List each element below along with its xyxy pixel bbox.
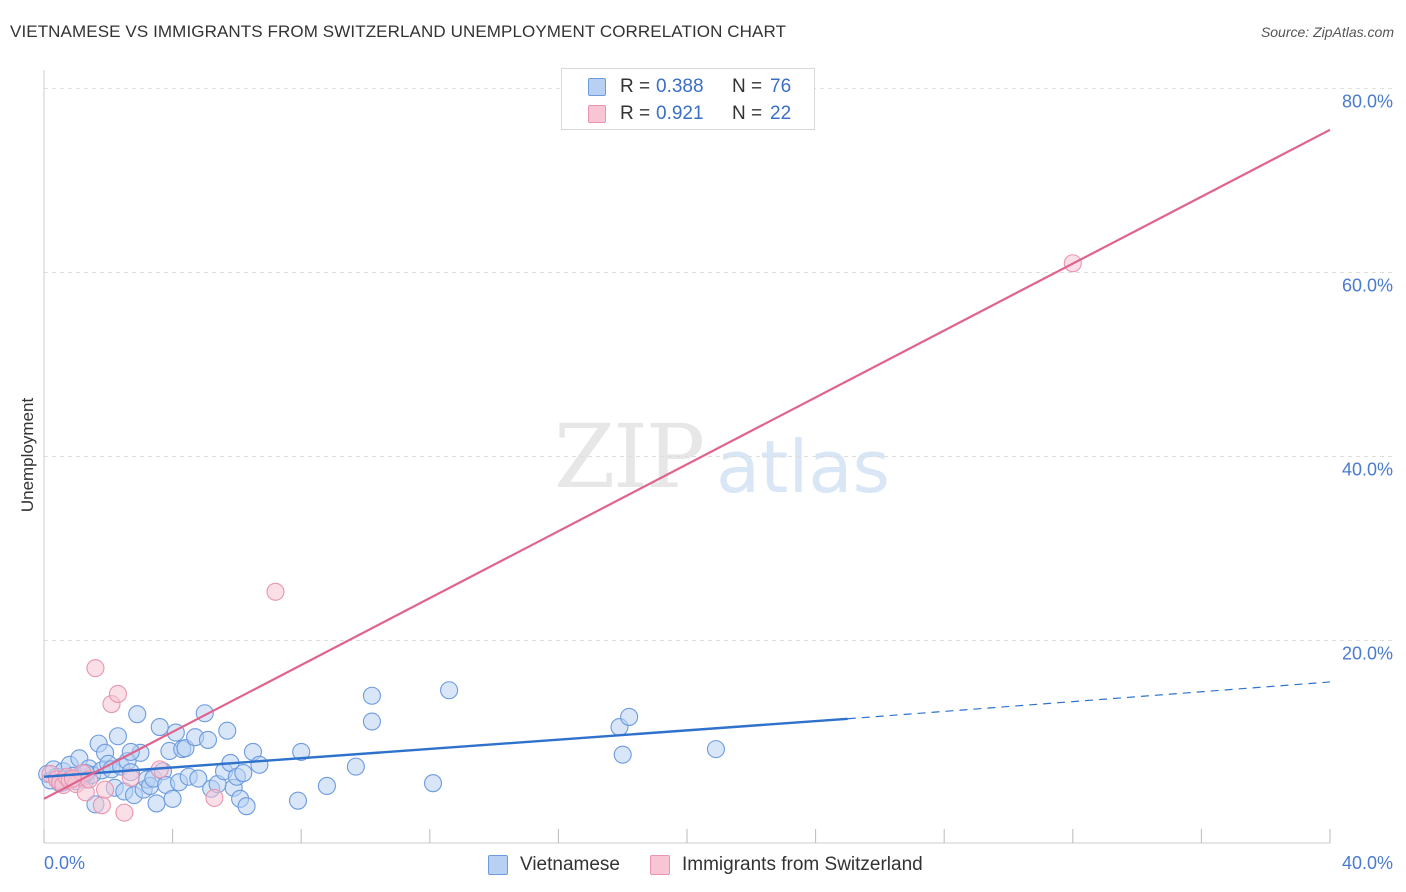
vietnamese-point: [108, 727, 127, 746]
vietnamese-point: [250, 755, 269, 774]
legend-item-switzerland: Immigrants from Switzerland: [650, 854, 923, 876]
legend-item-vietnamese: Vietnamese: [488, 854, 620, 876]
legend-row-switzerland: R = 0.921 N = 22: [588, 102, 791, 126]
r-value: 0.388: [656, 76, 704, 97]
vietnamese-point: [423, 774, 443, 793]
series-legend: Vietnamese Immigrants from Switzerland: [488, 852, 953, 878]
legend-label-switzerland: Immigrants from Switzerland: [682, 854, 923, 875]
n-value: 76: [770, 76, 792, 97]
vietnamese-point: [440, 681, 459, 700]
vietnamese-point: [346, 757, 365, 776]
x-tick-label: 40.0%: [1342, 853, 1393, 873]
vietnamese-point: [288, 791, 308, 810]
vietnamese-point: [362, 686, 381, 705]
vietnamese-point: [292, 742, 311, 761]
switzerland-point: [86, 659, 105, 678]
trend-lines: [43, 128, 1331, 800]
n-label: N =: [732, 103, 763, 124]
vietnamese-point: [150, 717, 169, 737]
vietnamese-point: [613, 745, 632, 764]
x-tick-label: 0.0%: [44, 853, 85, 873]
vietnamese-point: [317, 776, 336, 795]
y-tick-label: 80.0%: [1342, 91, 1393, 111]
y-tick-label: 40.0%: [1342, 460, 1393, 480]
tick-labels: 20.0% 40.0% 60.0% 80.0% 0.0% 40.0%: [44, 91, 1393, 873]
switzerland-point: [96, 780, 115, 799]
switzerland-point: [266, 582, 285, 601]
y-axis-label: Unemployment: [18, 397, 37, 513]
legend-swatch-blue: [588, 78, 606, 96]
switzerland-trend-line: [43, 128, 1331, 800]
vietnamese-trend-extension: [847, 681, 1331, 720]
vietnamese-point: [163, 789, 182, 808]
source-label: Source: ZipAtlas.com: [1260, 24, 1394, 40]
legend-swatch-blue: [488, 855, 508, 875]
vietnamese-point: [706, 740, 725, 759]
vietnamese-point: [620, 707, 639, 726]
legend-swatch-pink: [650, 855, 670, 875]
r-label: R =: [620, 103, 651, 124]
vietnamese-point: [218, 721, 237, 740]
r-label: R =: [620, 76, 651, 97]
r-value: 0.921: [656, 103, 704, 124]
vietnamese-point: [128, 705, 147, 724]
vietnamese-point: [234, 764, 253, 783]
vietnamese-trend-line: [43, 717, 848, 778]
vietnamese-point: [237, 797, 256, 816]
vietnamese-point: [189, 769, 208, 788]
switzerland-point: [121, 768, 140, 787]
vietnamese-point: [147, 794, 166, 813]
legend-row-vietnamese: R = 0.388 N = 76: [588, 75, 791, 99]
grid-lines: [44, 87, 1392, 642]
switzerland-point: [92, 796, 111, 815]
axes: [43, 70, 1331, 844]
correlation-legend: R = 0.388 N = 76 R = 0.921 N = 22: [561, 68, 815, 130]
switzerland-point: [205, 788, 224, 807]
switzerland-point: [108, 684, 127, 703]
y-tick-label: 20.0%: [1342, 644, 1393, 664]
n-label: N =: [732, 76, 763, 97]
vietnamese-point: [362, 712, 381, 731]
vietnamese-point: [198, 730, 218, 749]
legend-label-vietnamese: Vietnamese: [520, 854, 620, 875]
n-value: 22: [770, 103, 792, 124]
switzerland-point: [115, 803, 134, 822]
legend-swatch-pink: [588, 105, 606, 123]
chart-title: VIETNAMESE VS IMMIGRANTS FROM SWITZERLAN…: [10, 22, 787, 41]
y-tick-label: 60.0%: [1342, 275, 1393, 295]
